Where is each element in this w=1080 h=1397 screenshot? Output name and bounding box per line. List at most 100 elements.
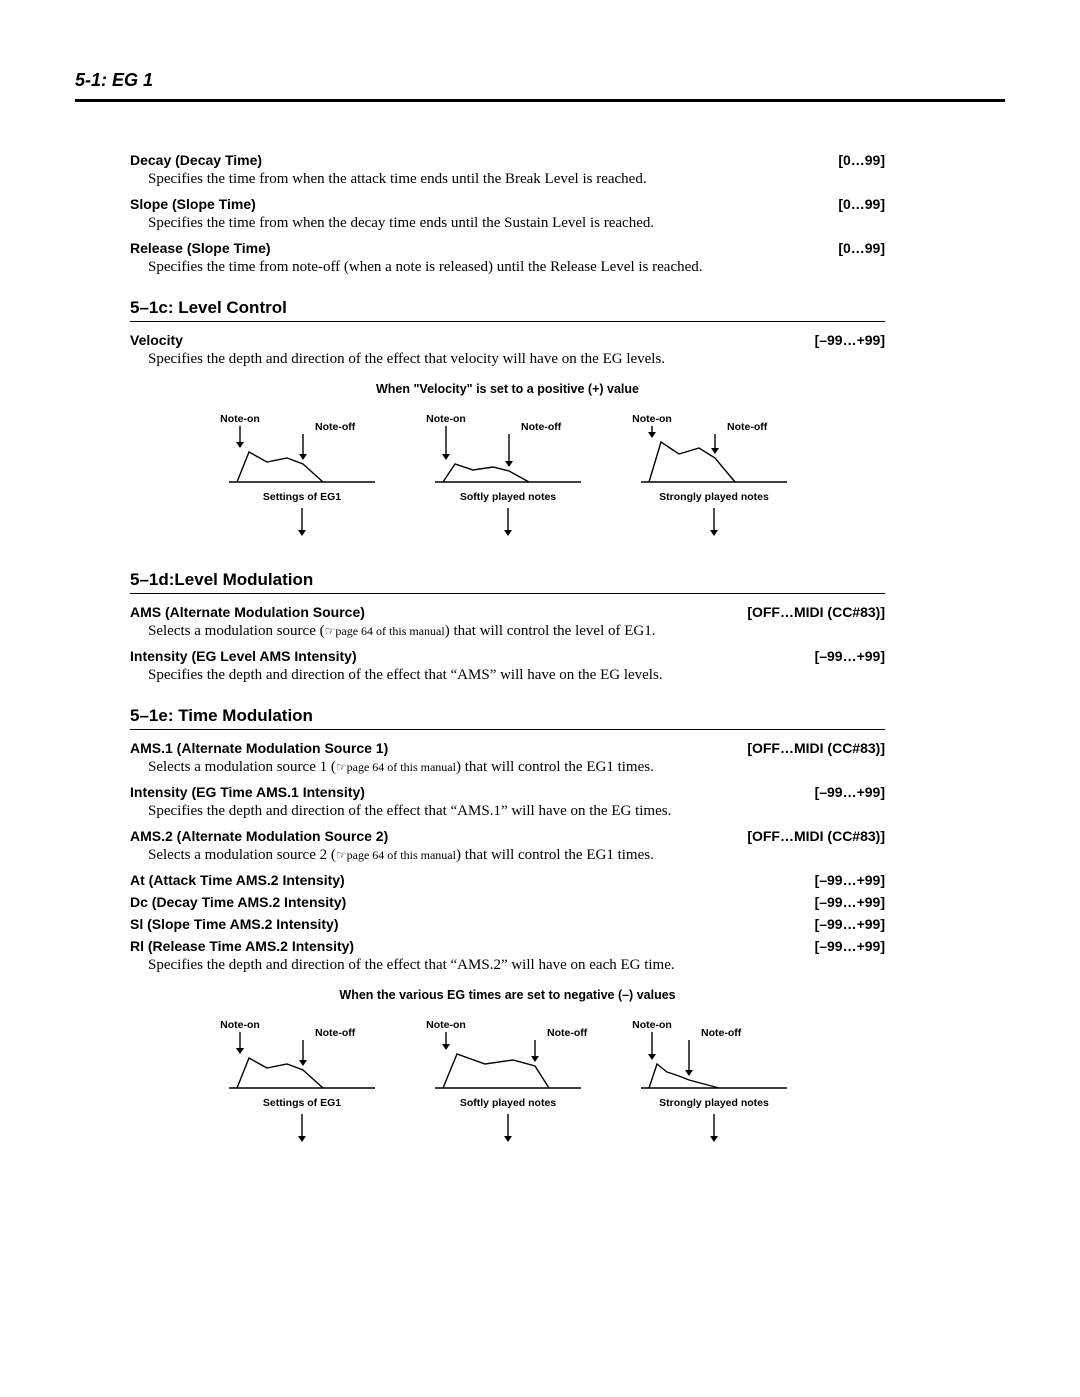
desc-pre: Selects a modulation source 2 ( [148, 847, 336, 863]
svg-text:Note-off: Note-off [701, 1027, 742, 1039]
diagram-cell: Note-on Note-off Strongly played notes [629, 1008, 799, 1148]
param-desc: Specifies the depth and direction of the… [130, 667, 885, 684]
param-name: Velocity [130, 332, 183, 348]
envelope-icon: Note-on Note-off Softly played notes [423, 402, 593, 542]
param-range: [0…99] [838, 196, 885, 212]
param-range: [–99…+99] [815, 648, 885, 664]
svg-text:Note-on: Note-on [426, 413, 466, 425]
desc-post: ) that will control the EG1 times. [456, 847, 654, 863]
param-range: [OFF…MIDI (CC#83)] [747, 740, 885, 756]
reference-icon: ☞page 64 of this manual [336, 760, 456, 774]
param-decay: Decay (Decay Time) [0…99] [130, 152, 885, 168]
param-name: Release (Slope Time) [130, 240, 271, 256]
param-name: Sl (Slope Time AMS.2 Intensity) [130, 916, 338, 932]
param-at: At (Attack Time AMS.2 Intensity) [–99…+9… [130, 872, 885, 888]
param-range: [–99…+99] [815, 938, 885, 954]
param-range: [–99…+99] [815, 916, 885, 932]
diagram-cell: Note-on Note-off Strongly played notes [629, 402, 799, 542]
envelope-icon: Note-on Note-off Settings of EG1 [217, 1008, 387, 1148]
param-name: Decay (Decay Time) [130, 152, 262, 168]
section-1d-title: 5–1d:Level Modulation [130, 570, 885, 594]
reference-icon: ☞page 64 of this manual [336, 848, 456, 862]
svg-text:Settings of EG1: Settings of EG1 [262, 491, 340, 503]
envelope-icon: Note-on Note-off Strongly played notes [629, 1008, 799, 1148]
param-velocity: Velocity [–99…+99] [130, 332, 885, 348]
svg-text:Note-off: Note-off [727, 421, 768, 433]
desc-pre: Selects a modulation source 1 ( [148, 759, 336, 775]
param-slope: Slope (Slope Time) [0…99] [130, 196, 885, 212]
param-range: [0…99] [838, 240, 885, 256]
svg-text:Strongly played notes: Strongly played notes [659, 491, 769, 503]
svg-text:Strongly played notes: Strongly played notes [659, 1097, 769, 1109]
svg-text:Softly played notes: Softly played notes [459, 491, 555, 503]
param-name: AMS.1 (Alternate Modulation Source 1) [130, 740, 388, 756]
page-header: 5-1: EG 1 [75, 70, 1005, 102]
param-intensity-level: Intensity (EG Level AMS Intensity) [–99…… [130, 648, 885, 664]
param-intensity-time1: Intensity (EG Time AMS.1 Intensity) [–99… [130, 784, 885, 800]
param-desc: Selects a modulation source 2 (☞page 64 … [130, 847, 885, 864]
section-1e-title: 5–1e: Time Modulation [130, 706, 885, 730]
svg-text:Note-on: Note-on [220, 1019, 260, 1031]
svg-text:Note-on: Note-on [220, 413, 260, 425]
param-range: [–99…+99] [815, 332, 885, 348]
param-name: Rl (Release Time AMS.2 Intensity) [130, 938, 354, 954]
desc-post: ) that will control the level of EG1. [445, 623, 656, 639]
diagram-row: Note-on Note-off Settings of EG1 Note-on … [130, 1008, 885, 1148]
param-ams1: AMS.1 (Alternate Modulation Source 1) [O… [130, 740, 885, 756]
param-desc: Selects a modulation source (☞page 64 of… [130, 623, 885, 640]
param-desc: Specifies the depth and direction of the… [130, 351, 885, 368]
params-top: Decay (Decay Time) [0…99] Specifies the … [130, 152, 885, 276]
desc-pre: Selects a modulation source ( [148, 623, 325, 639]
param-name: Dc (Decay Time AMS.2 Intensity) [130, 894, 346, 910]
envelope-icon: Note-on Note-off Settings of EG1 [217, 402, 387, 542]
param-dc: Dc (Decay Time AMS.2 Intensity) [–99…+99… [130, 894, 885, 910]
param-rl: Rl (Release Time AMS.2 Intensity) [–99…+… [130, 938, 885, 954]
param-name: AMS.2 (Alternate Modulation Source 2) [130, 828, 388, 844]
param-range: [0…99] [838, 152, 885, 168]
diagram-cell: Note-on Note-off Softly played notes [423, 402, 593, 542]
param-desc: Selects a modulation source 1 (☞page 64 … [130, 759, 885, 776]
param-desc: Specifies the time from note-off (when a… [130, 259, 885, 276]
diagram-title: When "Velocity" is set to a positive (+)… [130, 382, 885, 396]
diagram-title: When the various EG times are set to neg… [130, 988, 885, 1002]
reference-icon: ☞page 64 of this manual [325, 624, 445, 638]
param-desc: Specifies the time from when the decay t… [130, 215, 885, 232]
param-release: Release (Slope Time) [0…99] [130, 240, 885, 256]
svg-text:Softly played notes: Softly played notes [459, 1097, 555, 1109]
param-range: [–99…+99] [815, 784, 885, 800]
param-range: [OFF…MIDI (CC#83)] [747, 828, 885, 844]
param-range: [OFF…MIDI (CC#83)] [747, 604, 885, 620]
diagram-cell: Note-on Note-off Softly played notes [423, 1008, 593, 1148]
svg-text:Note-on: Note-on [632, 1019, 672, 1031]
param-range: [–99…+99] [815, 872, 885, 888]
param-desc: Specifies the time from when the attack … [130, 171, 885, 188]
param-name: Slope (Slope Time) [130, 196, 256, 212]
section-1c-title: 5–1c: Level Control [130, 298, 885, 322]
diagram-cell: Note-on Note-off Settings of EG1 [217, 402, 387, 542]
diagram-row: Note-on Note-off Settings of EG1 Note-on … [130, 402, 885, 542]
param-sl: Sl (Slope Time AMS.2 Intensity) [–99…+99… [130, 916, 885, 932]
param-name: AMS (Alternate Modulation Source) [130, 604, 365, 620]
diagram-egtimes: When the various EG times are set to neg… [130, 988, 885, 1148]
svg-text:Note-on: Note-on [426, 1019, 466, 1031]
svg-text:Note-on: Note-on [632, 413, 672, 425]
diagram-cell: Note-on Note-off Settings of EG1 [217, 1008, 387, 1148]
param-name: Intensity (EG Level AMS Intensity) [130, 648, 357, 664]
param-name: Intensity (EG Time AMS.1 Intensity) [130, 784, 365, 800]
diagram-velocity: When "Velocity" is set to a positive (+)… [130, 382, 885, 542]
param-name: At (Attack Time AMS.2 Intensity) [130, 872, 345, 888]
svg-text:Note-off: Note-off [315, 1027, 356, 1039]
desc-post: ) that will control the EG1 times. [456, 759, 654, 775]
content-area: Decay (Decay Time) [0…99] Specifies the … [75, 152, 1005, 1148]
svg-text:Note-off: Note-off [521, 421, 562, 433]
param-ams2: AMS.2 (Alternate Modulation Source 2) [O… [130, 828, 885, 844]
param-range: [–99…+99] [815, 894, 885, 910]
param-desc: Specifies the depth and direction of the… [130, 803, 885, 820]
param-ams: AMS (Alternate Modulation Source) [OFF…M… [130, 604, 885, 620]
envelope-icon: Note-on Note-off Softly played notes [423, 1008, 593, 1148]
svg-text:Settings of EG1: Settings of EG1 [262, 1097, 340, 1109]
svg-text:Note-off: Note-off [547, 1027, 588, 1039]
param-desc: Specifies the depth and direction of the… [130, 957, 885, 974]
envelope-icon: Note-on Note-off Strongly played notes [629, 402, 799, 542]
svg-text:Note-off: Note-off [315, 421, 356, 433]
